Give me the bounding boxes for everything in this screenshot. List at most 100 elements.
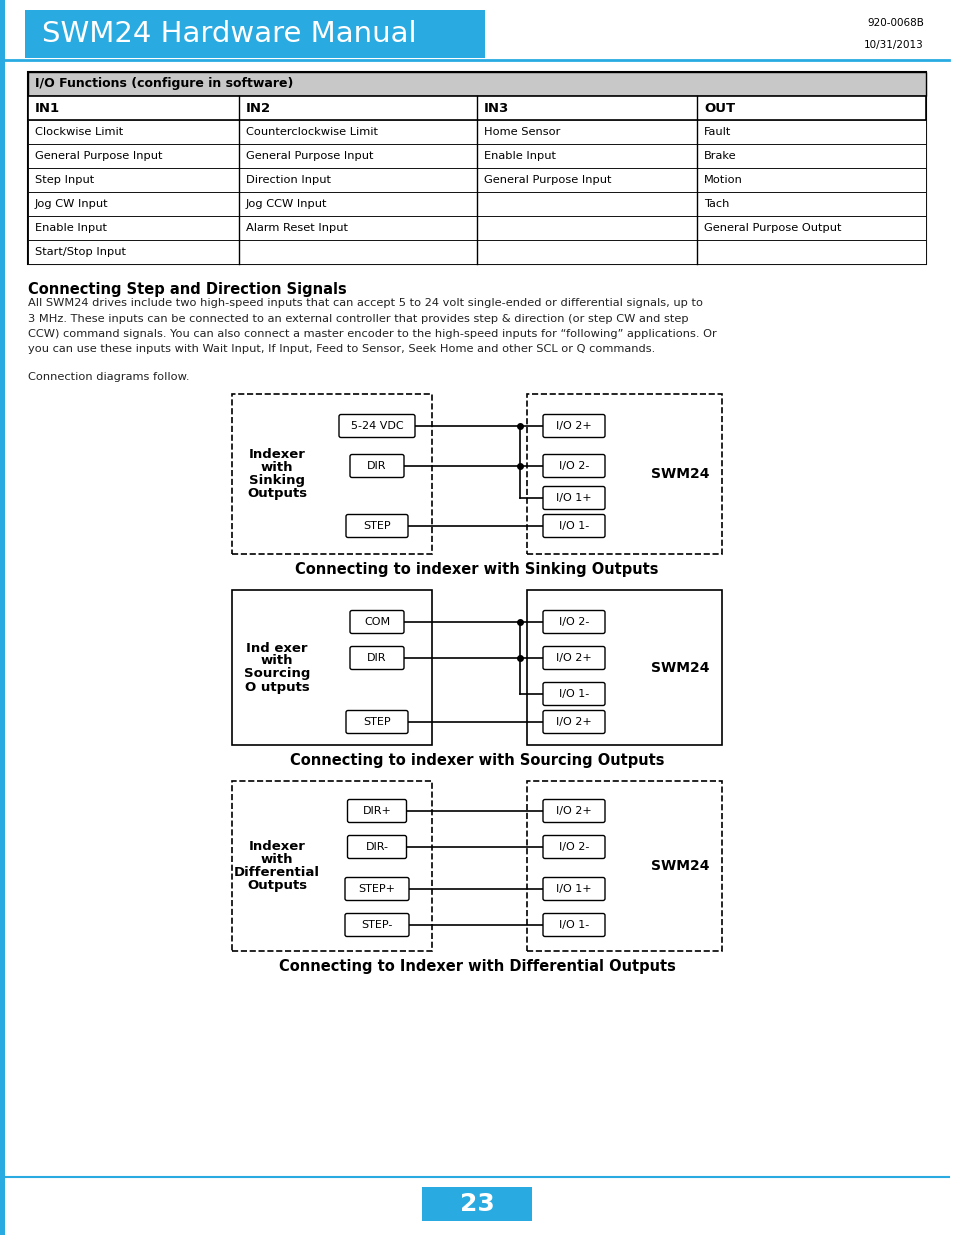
Bar (28, 191, 925, 216)
Text: All SWM24 drives include two high-speed inputs that can accept 5 to 24 volt sing: All SWM24 drives include two high-speed … (28, 298, 702, 308)
Text: Outputs: Outputs (247, 487, 307, 500)
Text: with: with (260, 461, 293, 474)
Bar (526, 394, 721, 555)
FancyBboxPatch shape (542, 454, 604, 478)
FancyBboxPatch shape (542, 415, 604, 437)
Text: IN3: IN3 (483, 101, 509, 115)
Text: STEP+: STEP+ (358, 884, 395, 894)
Text: DIR: DIR (367, 461, 386, 471)
Text: I/O 2+: I/O 2+ (556, 653, 591, 663)
FancyBboxPatch shape (542, 836, 604, 858)
Bar (232, 394, 432, 555)
Bar (25, 10, 484, 58)
Bar (421, 1187, 532, 1221)
Text: SWM24 Hardware Manual: SWM24 Hardware Manual (42, 20, 416, 48)
Text: I/O 2+: I/O 2+ (556, 421, 591, 431)
FancyBboxPatch shape (542, 683, 604, 705)
Bar (526, 781, 721, 951)
Bar (28, 144, 925, 168)
Text: DIR+: DIR+ (362, 806, 391, 816)
Text: Connecting Step and Direction Signals: Connecting Step and Direction Signals (28, 282, 346, 296)
Text: Fault: Fault (703, 127, 731, 137)
FancyBboxPatch shape (350, 610, 403, 634)
Bar (526, 590, 721, 745)
FancyBboxPatch shape (542, 710, 604, 734)
Text: Enable Input: Enable Input (35, 224, 107, 233)
Bar (232, 781, 432, 951)
Text: Indexer: Indexer (249, 448, 305, 461)
Text: Direction Input: Direction Input (246, 175, 331, 185)
Text: 920-0068B: 920-0068B (866, 19, 923, 28)
Text: I/O Functions (configure in software): I/O Functions (configure in software) (35, 78, 294, 90)
Text: IN2: IN2 (246, 101, 271, 115)
Text: I/O 1-: I/O 1- (558, 689, 589, 699)
FancyBboxPatch shape (542, 799, 604, 823)
Text: COM: COM (363, 618, 390, 627)
Text: DIR: DIR (367, 653, 386, 663)
Text: SWM24: SWM24 (651, 661, 709, 674)
Text: General Purpose Input: General Purpose Input (35, 151, 162, 161)
Text: Enable Input: Enable Input (483, 151, 556, 161)
Text: I/O 2-: I/O 2- (558, 842, 589, 852)
Bar (28, 240, 925, 264)
Text: Sourcing: Sourcing (244, 667, 310, 680)
FancyBboxPatch shape (347, 836, 406, 858)
Text: Brake: Brake (703, 151, 736, 161)
FancyBboxPatch shape (542, 878, 604, 900)
Text: STEP: STEP (363, 521, 391, 531)
Text: I/O 1+: I/O 1+ (556, 493, 591, 503)
Text: General Purpose Input: General Purpose Input (246, 151, 374, 161)
Text: IN1: IN1 (35, 101, 60, 115)
Text: Differential: Differential (233, 866, 319, 879)
Text: Sinking: Sinking (249, 474, 305, 487)
Text: OUT: OUT (703, 101, 735, 115)
FancyBboxPatch shape (542, 914, 604, 936)
Text: STEP: STEP (363, 718, 391, 727)
Text: with: with (260, 853, 293, 866)
Text: Indexer: Indexer (249, 840, 305, 853)
Text: General Purpose Output: General Purpose Output (703, 224, 841, 233)
FancyBboxPatch shape (350, 454, 403, 478)
Bar (0, 0, 5, 1235)
Text: Connecting to indexer with Sinking Outputs: Connecting to indexer with Sinking Outpu… (294, 562, 659, 577)
FancyBboxPatch shape (345, 878, 409, 900)
FancyBboxPatch shape (346, 515, 408, 537)
FancyBboxPatch shape (345, 914, 409, 936)
Text: Start/Stop Input: Start/Stop Input (35, 247, 126, 257)
Text: I/O 2-: I/O 2- (558, 461, 589, 471)
FancyBboxPatch shape (542, 515, 604, 537)
Bar (28, 120, 925, 144)
FancyBboxPatch shape (542, 646, 604, 669)
Bar (232, 590, 432, 745)
Text: Jog CCW Input: Jog CCW Input (246, 199, 327, 209)
FancyBboxPatch shape (347, 799, 406, 823)
Text: I/O 2+: I/O 2+ (556, 718, 591, 727)
Text: Clockwise Limit: Clockwise Limit (35, 127, 123, 137)
Text: Ind exer: Ind exer (246, 641, 308, 655)
Text: 10/31/2013: 10/31/2013 (863, 40, 923, 49)
Text: CCW) command signals. You can also connect a master encoder to the high-speed in: CCW) command signals. You can also conne… (28, 329, 716, 338)
Text: 5-24 VDC: 5-24 VDC (351, 421, 403, 431)
Text: DIR-: DIR- (365, 842, 388, 852)
FancyBboxPatch shape (346, 710, 408, 734)
Text: Connecting to Indexer with Differential Outputs: Connecting to Indexer with Differential … (278, 960, 675, 974)
Text: I/O 2+: I/O 2+ (556, 806, 591, 816)
Bar (28, 96, 925, 120)
Text: 23: 23 (459, 1192, 494, 1216)
Text: I/O 1+: I/O 1+ (556, 884, 591, 894)
Text: Connecting to indexer with Sourcing Outputs: Connecting to indexer with Sourcing Outp… (290, 753, 663, 768)
FancyBboxPatch shape (338, 415, 415, 437)
Text: SWM24: SWM24 (651, 860, 709, 873)
Text: O utputs: O utputs (244, 680, 309, 694)
Text: Jog CW Input: Jog CW Input (35, 199, 109, 209)
Text: Motion: Motion (703, 175, 742, 185)
Text: Tach: Tach (703, 199, 729, 209)
Text: I/O 1-: I/O 1- (558, 920, 589, 930)
Text: Home Sensor: Home Sensor (483, 127, 559, 137)
Text: Connection diagrams follow.: Connection diagrams follow. (28, 372, 190, 382)
FancyBboxPatch shape (542, 487, 604, 510)
Bar (28, 216, 925, 240)
Text: Step Input: Step Input (35, 175, 94, 185)
Bar (28, 72, 925, 264)
Text: 3 MHz. These inputs can be connected to an external controller that provides ste: 3 MHz. These inputs can be connected to … (28, 314, 688, 324)
